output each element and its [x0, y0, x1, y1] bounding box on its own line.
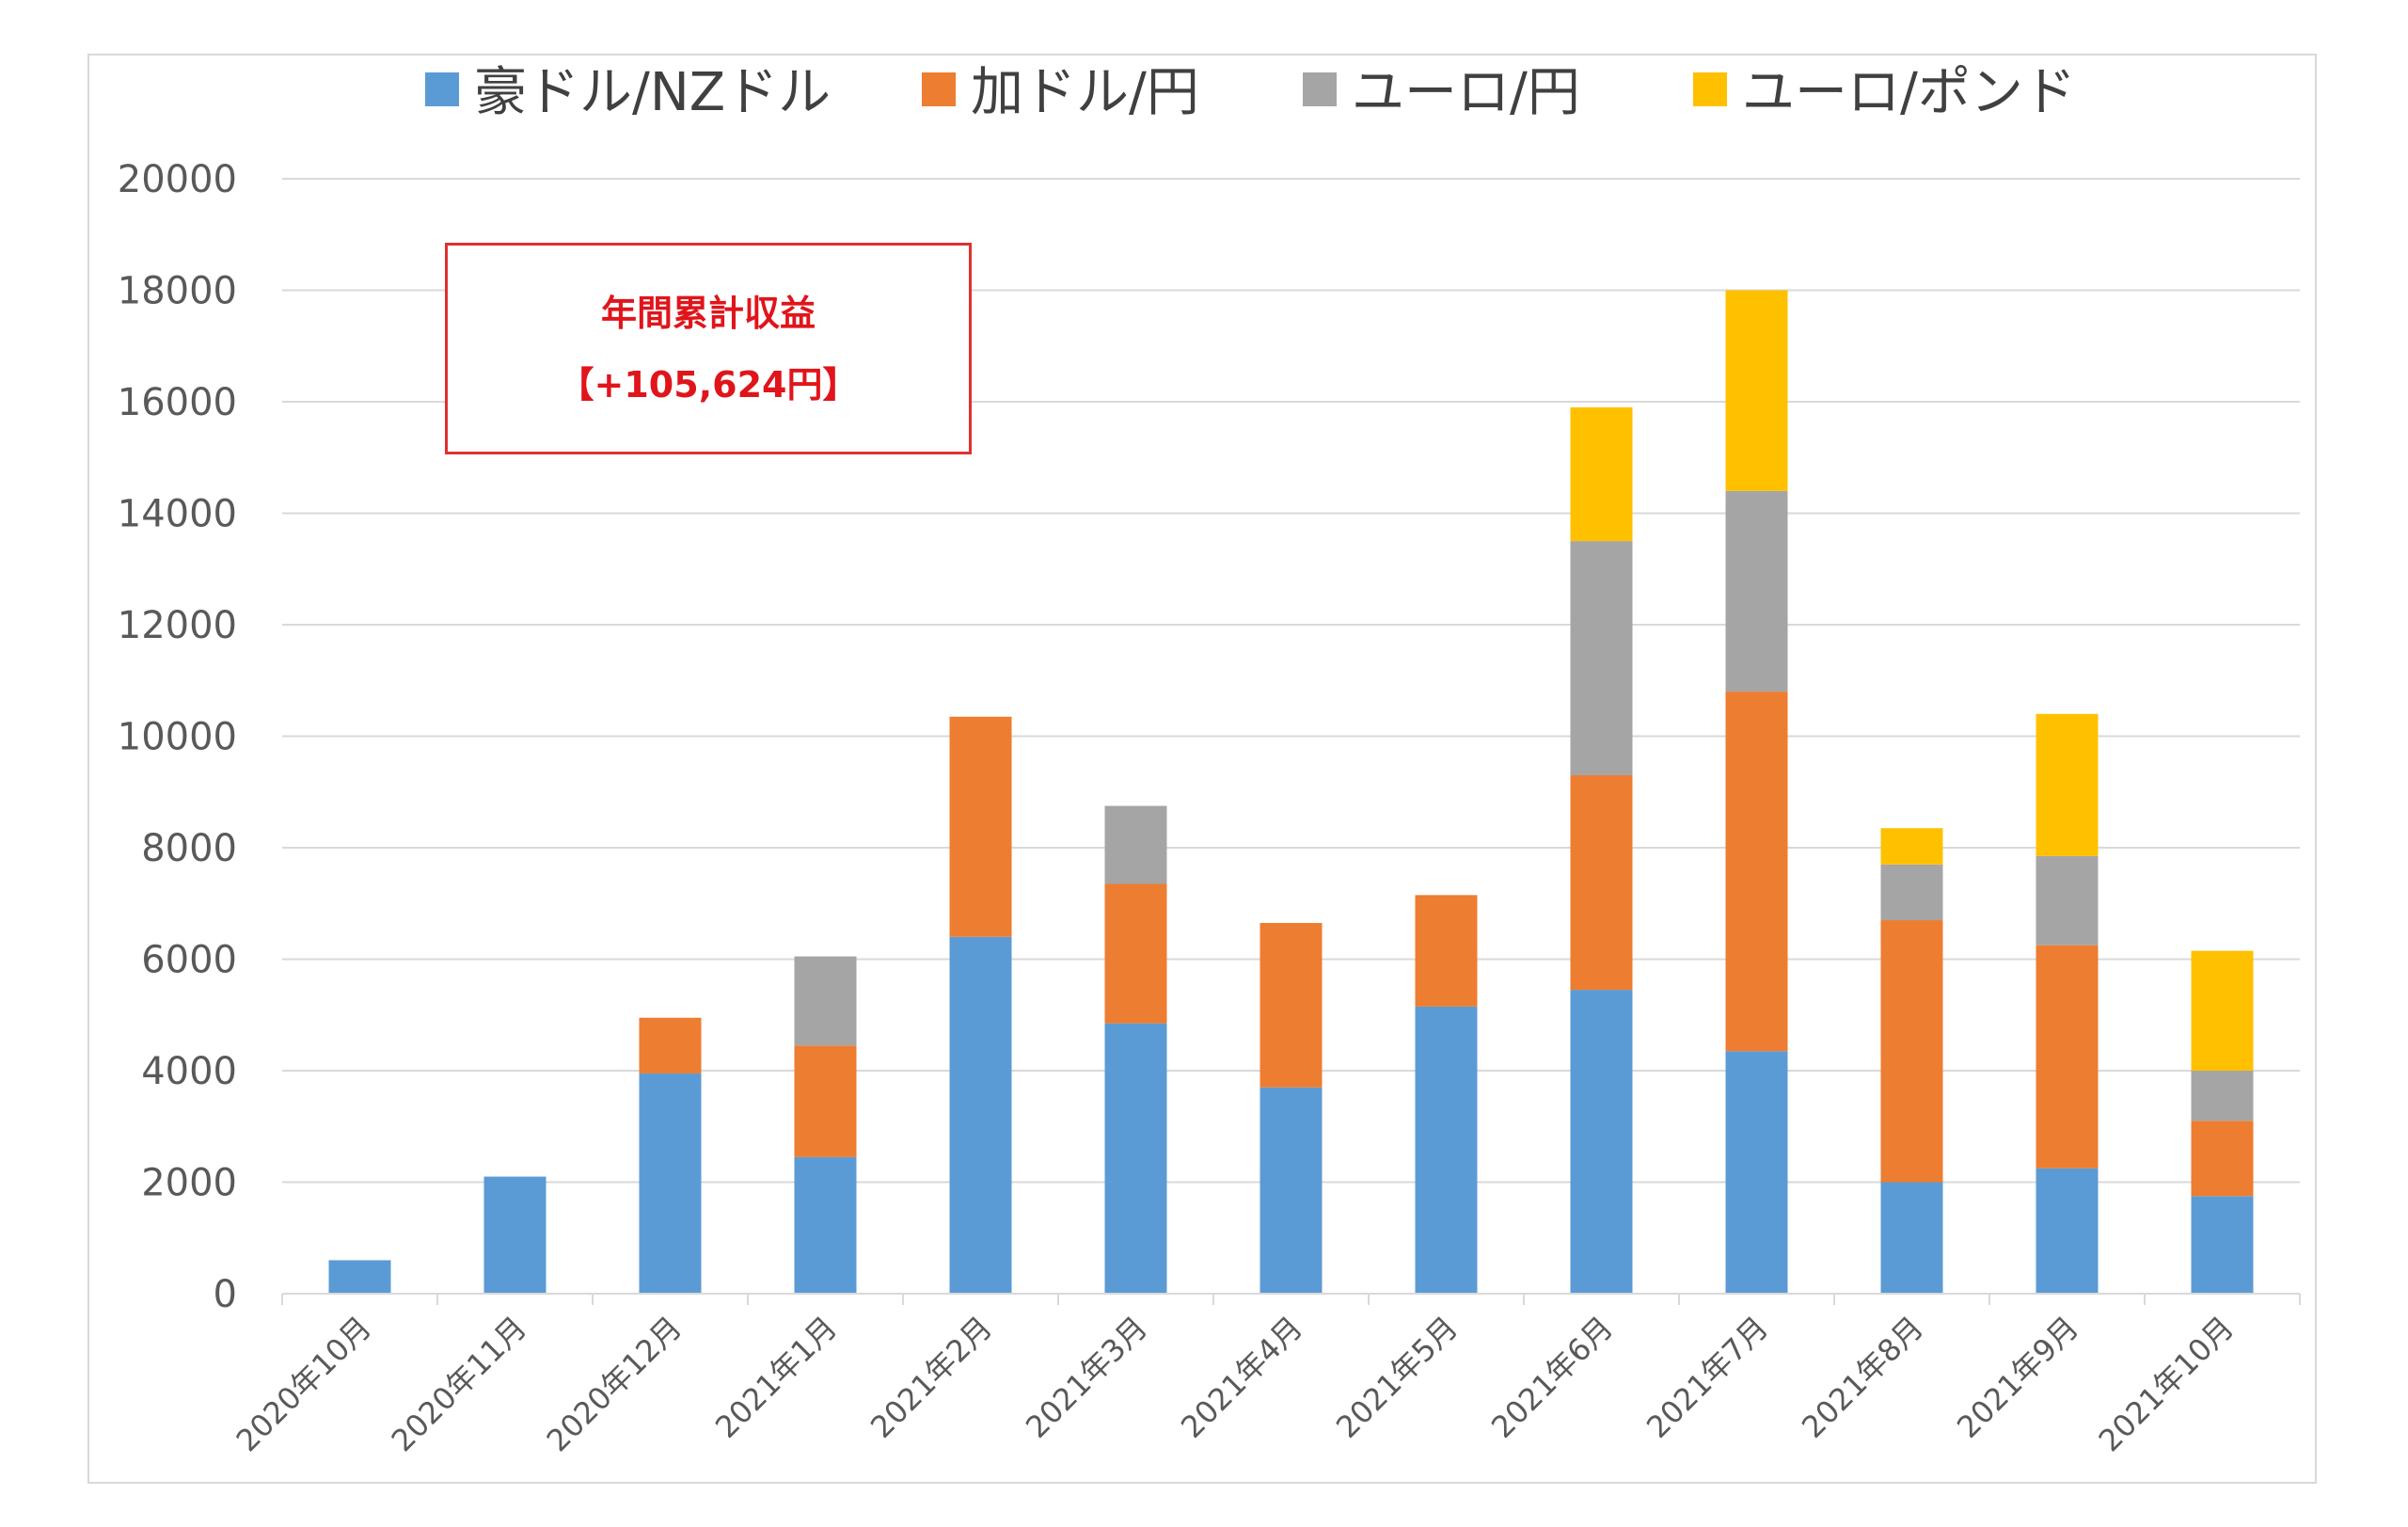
- annotation-value: 【+105,624円】: [558, 363, 859, 406]
- x-tick-label: 2021年4月: [1174, 1310, 1309, 1445]
- bar-segment: [1570, 406, 1633, 542]
- bar-segment: [1415, 1006, 1478, 1294]
- bar-segment: [1880, 920, 1943, 1183]
- bar-segment: [2191, 1196, 2254, 1294]
- annual-total-annotation: 年間累計収益 【+105,624円】: [445, 243, 972, 454]
- legend-label: ユーロ/円: [1352, 62, 1580, 123]
- bar-segment: [949, 716, 1012, 937]
- legend: 豪ドル/NZドル 加ドル/円 ユーロ/円 ユーロ/ポンド: [425, 62, 2076, 123]
- bar-segment: [1259, 1087, 1323, 1294]
- x-tick-label: 2021年7月: [1640, 1310, 1775, 1445]
- x-tick-label: 2021年1月: [708, 1310, 844, 1445]
- x-tick-label: 2020年11月: [385, 1310, 534, 1459]
- x-tick-label: 2021年9月: [1950, 1310, 2085, 1445]
- bar-segment: [794, 956, 857, 1046]
- bar-segment: [1570, 774, 1633, 991]
- bar-segment: [1570, 990, 1633, 1294]
- x-tick-label: 2021年10月: [2092, 1310, 2242, 1459]
- annotation-title: 年間累計収益: [600, 292, 816, 334]
- x-axis: [281, 1293, 2301, 1305]
- y-tick-label: 0: [214, 1273, 237, 1316]
- bar-segment: [1880, 1182, 1943, 1294]
- y-tick-label: 6000: [141, 939, 237, 982]
- y-axis-ticks: 0 2000 4000 6000 8000 10000 12000 14000 16000 180…: [118, 158, 237, 1316]
- y-tick-label: 16000: [118, 381, 237, 424]
- bar-segment: [328, 1260, 391, 1294]
- bar-segment: [1880, 864, 1943, 921]
- bar-segment: [794, 1156, 857, 1294]
- bar-segment: [1259, 922, 1323, 1088]
- bar-segment: [2191, 1121, 2254, 1197]
- legend-label: ユーロ/ポンド: [1742, 62, 2076, 123]
- y-tick-label: 8000: [141, 827, 237, 870]
- bar-segment: [1104, 883, 1167, 1024]
- bar-segment: [2036, 855, 2099, 946]
- bar-segment: [2036, 945, 2099, 1169]
- y-tick-label: 4000: [141, 1050, 237, 1093]
- bar-segment: [1725, 490, 1788, 692]
- y-tick-label: 18000: [118, 270, 237, 313]
- bar-segment: [1725, 692, 1788, 1052]
- x-tick-label: 2021年6月: [1484, 1310, 1620, 1445]
- x-tick-label: 2020年10月: [230, 1310, 379, 1459]
- bar-segment: [639, 1017, 702, 1074]
- bar-segment: [2036, 713, 2099, 856]
- bars: [328, 290, 2254, 1294]
- x-tick-label: 2021年8月: [1795, 1310, 1930, 1445]
- bar-segment: [949, 936, 1012, 1294]
- x-tick-label: 2021年3月: [1019, 1310, 1154, 1445]
- legend-label: 豪ドル/NZドル: [474, 62, 831, 123]
- y-tick-label: 20000: [118, 158, 237, 201]
- bar-segment: [483, 1176, 547, 1294]
- legend-label: 加ドル/円: [971, 62, 1199, 123]
- bar-segment: [1880, 828, 1943, 865]
- bar-segment: [1725, 1051, 1788, 1294]
- x-tick-label: 2021年2月: [863, 1310, 999, 1445]
- bar-segment: [2036, 1168, 2099, 1294]
- bar-segment: [1570, 541, 1633, 775]
- bar-segment: [1725, 290, 1788, 491]
- y-tick-label: 10000: [118, 716, 237, 759]
- bar-segment: [2191, 1071, 2254, 1121]
- bar-segment: [1104, 805, 1167, 884]
- y-tick-label: 14000: [118, 493, 237, 536]
- x-tick-label: 2021年5月: [1329, 1310, 1465, 1445]
- legend-swatch: [1303, 72, 1337, 106]
- y-tick-label: 12000: [118, 604, 237, 647]
- bar-segment: [1104, 1023, 1167, 1294]
- y-tick-label: 2000: [141, 1162, 237, 1205]
- legend-swatch: [425, 72, 459, 106]
- bar-segment: [639, 1073, 702, 1294]
- bar-segment: [794, 1045, 857, 1157]
- bar-segment: [2191, 950, 2254, 1071]
- legend-swatch: [1693, 72, 1727, 106]
- legend-swatch: [922, 72, 956, 106]
- x-axis-ticks: 2020年10月 2020年11月 2020年12月 2021年1月 2021年2月 20…: [230, 1310, 2242, 1459]
- bar-segment: [1415, 895, 1478, 1007]
- x-tick-label: 2020年12月: [540, 1310, 689, 1459]
